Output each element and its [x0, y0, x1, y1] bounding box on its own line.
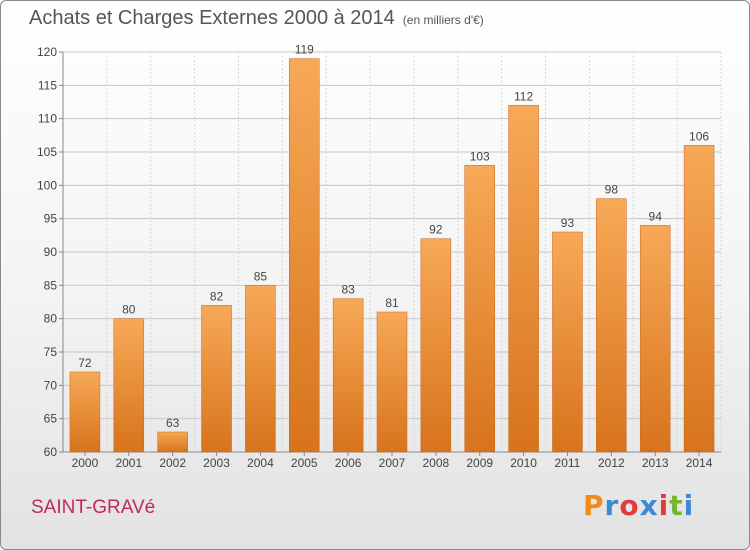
bar	[245, 285, 276, 453]
bar-value-label: 98	[605, 183, 619, 197]
y-tick-label: 110	[38, 112, 57, 126]
x-tick-label: 2014	[686, 456, 713, 470]
logo-letter: x	[639, 489, 659, 522]
x-tick-label: 2008	[423, 456, 450, 470]
bars	[69, 58, 715, 453]
y-tick-label: 90	[44, 245, 58, 259]
logo-letter: t	[669, 489, 684, 522]
bar-value-label: 81	[385, 296, 399, 310]
bar-value-label: 82	[210, 289, 224, 303]
bar	[552, 231, 583, 453]
bar	[639, 225, 671, 453]
x-tick-label: 2001	[115, 456, 142, 470]
bar	[683, 145, 715, 453]
bar	[420, 238, 452, 453]
x-tick-label: 2005	[291, 456, 318, 470]
bar	[69, 371, 101, 453]
bar-value-label: 80	[122, 303, 136, 317]
bar	[332, 298, 364, 453]
x-tick-label: 2003	[203, 456, 230, 470]
logo-letter: i	[683, 489, 695, 522]
x-tick-label: 2009	[466, 456, 493, 470]
logo-letter: r	[604, 489, 620, 522]
logo-letter: P	[583, 489, 605, 522]
x-tick-label: 2012	[598, 456, 625, 470]
x-tick-label: 2000	[72, 456, 99, 470]
chart-title-text: Achats et Charges Externes 2000 à 2014	[29, 7, 395, 29]
bar-value-label: 106	[689, 129, 709, 143]
y-tick-label: 115	[38, 78, 57, 92]
y-tick-label: 85	[44, 278, 58, 292]
bar	[376, 311, 408, 453]
commune-name: SAINT-GRAVé	[31, 497, 156, 518]
bar-value-label: 92	[429, 223, 443, 237]
labels: 60 65 70 75 80 85 90 95 100 105 110 115 120 72 2000 80 2…	[37, 43, 713, 470]
chart-title: Achats et Charges Externes 2000 à 2014 (e…	[29, 7, 484, 30]
bar-value-label: 103	[470, 149, 490, 163]
y-tick-label: 75	[44, 345, 58, 359]
bar-value-label: 119	[295, 43, 314, 57]
x-tick-label: 2006	[335, 456, 362, 470]
bar-value-label: 94	[649, 209, 663, 223]
y-tick-label: 105	[37, 145, 57, 159]
bar	[596, 198, 627, 453]
logo-letter: i	[658, 489, 670, 522]
bar	[201, 305, 232, 453]
y-tick-label: 70	[44, 378, 58, 392]
bar	[508, 105, 539, 453]
x-tick-label: 2002	[159, 456, 186, 470]
x-tick-label: 2010	[510, 456, 537, 470]
bar	[464, 165, 495, 453]
x-tick-label: 2007	[379, 456, 406, 470]
y-tick-label: 65	[44, 412, 58, 426]
bar	[113, 318, 145, 453]
y-tick-label: 100	[37, 178, 57, 192]
bar-value-label: 93	[561, 216, 575, 230]
bar-value-label: 83	[341, 283, 355, 297]
bar	[289, 58, 320, 453]
bar-value-label: 85	[254, 269, 268, 283]
y-tick-label: 120	[37, 45, 57, 59]
bar	[157, 431, 188, 453]
x-tick-label: 2011	[555, 456, 581, 470]
y-tick-label: 60	[44, 445, 58, 459]
x-tick-label: 2004	[247, 456, 274, 470]
bar-value-label: 63	[166, 416, 180, 430]
y-tick-label: 95	[44, 212, 58, 226]
logo-letter: o	[619, 489, 640, 522]
proxiti-logo: Proxiti	[583, 489, 694, 522]
y-tick-label: 80	[44, 312, 58, 326]
bar-value-label: 72	[78, 356, 92, 370]
chart-title-unit: (en milliers d'€)	[402, 13, 484, 27]
bar-value-label: 112	[514, 89, 533, 103]
x-tick-label: 2013	[642, 456, 669, 470]
